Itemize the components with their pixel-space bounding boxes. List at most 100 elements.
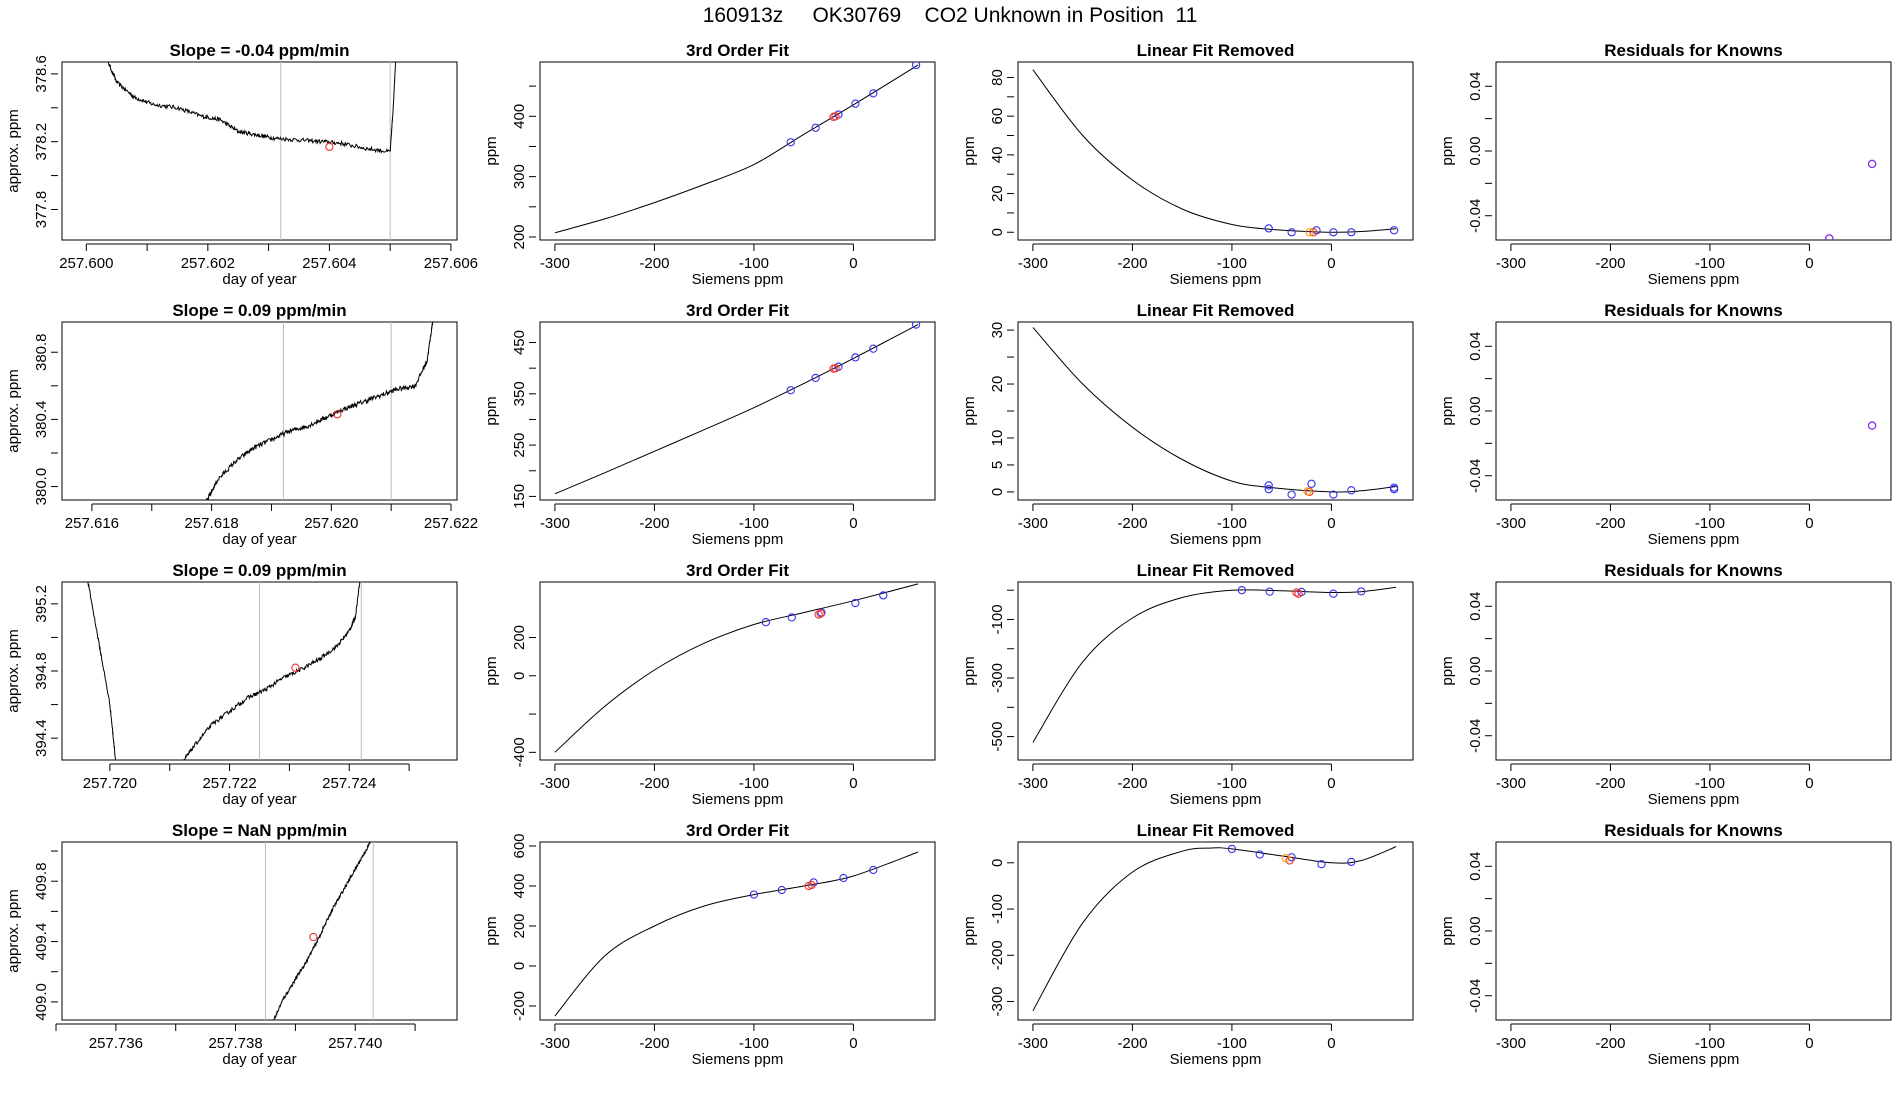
chart-res-4: Residuals for Knowns -300 -200 -100 0 Siemens… <box>1439 821 1892 1068</box>
chart-trace-3: Slope = 0.09 ppm/min 257.720 257.722 257.72… <box>5 561 458 808</box>
chart-title: Residuals for Knowns <box>1604 301 1783 320</box>
data-trace <box>205 322 434 500</box>
y-axis-label: ppm <box>961 396 978 425</box>
x-tick-label: 257.618 <box>185 515 239 532</box>
plot-frame <box>539 61 936 241</box>
y-tick-label: 0 <box>989 488 1006 496</box>
plot-area <box>1032 327 1399 499</box>
known-point <box>1264 224 1273 233</box>
known-point <box>811 373 820 383</box>
unknown-point <box>829 364 838 373</box>
y-tick-label: 0.04 <box>1467 332 1484 361</box>
x-tick-label: 257.620 <box>304 515 358 532</box>
y-axis-label: ppm <box>961 136 978 165</box>
chart-res-3: Residuals for Knowns -300 -200 -100 0 Siemens… <box>1439 561 1892 808</box>
y-axis-label: ppm <box>1439 396 1456 425</box>
y-tick-label: 0.00 <box>1467 396 1484 425</box>
known-point <box>851 598 860 608</box>
chart-title: Residuals for Knowns <box>1604 821 1783 840</box>
x-tick-label: -200 <box>1117 1035 1147 1052</box>
x-tick-label: -100 <box>1695 515 1725 532</box>
plot-area <box>1825 159 1877 240</box>
unknown-point <box>829 112 838 122</box>
x-axis-label: day of year <box>222 271 296 288</box>
known-point <box>1357 587 1366 596</box>
x-tick-label: -300 <box>1018 255 1048 272</box>
plot-frame <box>1017 61 1414 241</box>
plot-frame <box>61 61 458 241</box>
known-point <box>869 344 878 353</box>
x-tick-label: -300 <box>540 775 570 792</box>
y-axis-label: ppm <box>483 396 500 425</box>
y-tick-label: 40 <box>989 147 1006 164</box>
y-tick-label: -400 <box>511 737 528 767</box>
known-point <box>1317 860 1326 869</box>
known-point <box>1389 483 1399 492</box>
x-axis-label: Siemens ppm <box>692 1051 784 1068</box>
y-tick-label: -100 <box>989 604 1006 634</box>
known-point <box>911 62 921 70</box>
x-tick-label: -300 <box>1496 1035 1526 1052</box>
x-axis-label: Siemens ppm <box>1648 1051 1740 1068</box>
y-tick-label: 380.8 <box>33 333 50 371</box>
y-axis-label: approx. ppm <box>5 369 22 452</box>
x-tick-label: 0 <box>849 1035 857 1052</box>
chart-title: Linear Fit Removed <box>1137 561 1295 580</box>
x-tick-label: -100 <box>1217 255 1247 272</box>
chart-title: 3rd Order Fit <box>686 41 789 60</box>
unknown-point <box>1285 856 1294 865</box>
y-tick-label: 395.2 <box>33 585 50 623</box>
y-tick-label: 409.8 <box>33 862 50 900</box>
known-point <box>839 873 848 883</box>
known-point <box>1347 486 1356 495</box>
plot-area <box>107 62 397 240</box>
chart-title: 3rd Order Fit <box>686 561 789 580</box>
x-axis-label: day of year <box>222 791 296 808</box>
y-tick-label: 0 <box>989 228 1006 236</box>
y-tick-label: 394.4 <box>33 719 50 757</box>
x-tick-label: -300 <box>540 1035 570 1052</box>
chart-title: Linear Fit Removed <box>1137 301 1295 320</box>
chart-title: Linear Fit Removed <box>1137 821 1295 840</box>
y-tick-label: -0.04 <box>1467 459 1484 493</box>
x-tick-label: 0 <box>1327 775 1335 792</box>
x-tick-label: 257.602 <box>181 255 235 272</box>
x-tick-label: 257.616 <box>65 515 119 532</box>
x-tick-label: -200 <box>639 1035 669 1052</box>
chart-title: Residuals for Knowns <box>1604 561 1783 580</box>
y-tick-label: -0.04 <box>1467 199 1484 233</box>
x-tick-label: -200 <box>639 515 669 532</box>
chart-lin-4: Linear Fit Removed -300 -200 -100 0 Siemens p… <box>961 821 1414 1068</box>
x-tick-label: -100 <box>1695 775 1725 792</box>
fit-curve <box>554 324 919 495</box>
known-point <box>1264 485 1273 494</box>
known-point <box>786 138 795 147</box>
plot-frame <box>61 841 458 1021</box>
y-tick-label: 377.8 <box>33 191 50 229</box>
residual-point <box>1867 159 1877 169</box>
x-tick-label: -200 <box>1595 515 1625 532</box>
plot-frame <box>1017 581 1414 761</box>
y-tick-label: 5 <box>989 461 1006 469</box>
plot-frame <box>539 841 936 1021</box>
plot-area <box>87 582 362 760</box>
plot-frame <box>539 321 936 501</box>
x-axis-label: Siemens ppm <box>692 791 784 808</box>
y-tick-label: 394.8 <box>33 652 50 690</box>
y-axis-label: approx. ppm <box>5 629 22 712</box>
y-tick-label: 0.00 <box>1467 136 1484 165</box>
plot-area <box>554 583 919 753</box>
y-tick-label: 409.4 <box>33 923 50 961</box>
x-tick-label: -300 <box>540 255 570 272</box>
unknown-point-alt <box>1305 228 1314 237</box>
y-tick-label: -500 <box>989 722 1006 752</box>
known-point <box>1227 844 1237 854</box>
known-point <box>869 89 878 98</box>
chart-lin-2: Linear Fit Removed -300 -200 -100 0 Siemens p… <box>961 301 1414 548</box>
x-tick-label: 257.600 <box>59 255 113 272</box>
known-point <box>1307 479 1316 488</box>
y-tick-label: 350 <box>511 381 528 406</box>
fit-curve <box>1032 586 1397 743</box>
x-tick-label: -100 <box>1217 775 1247 792</box>
y-tick-label: 380.4 <box>33 401 50 439</box>
